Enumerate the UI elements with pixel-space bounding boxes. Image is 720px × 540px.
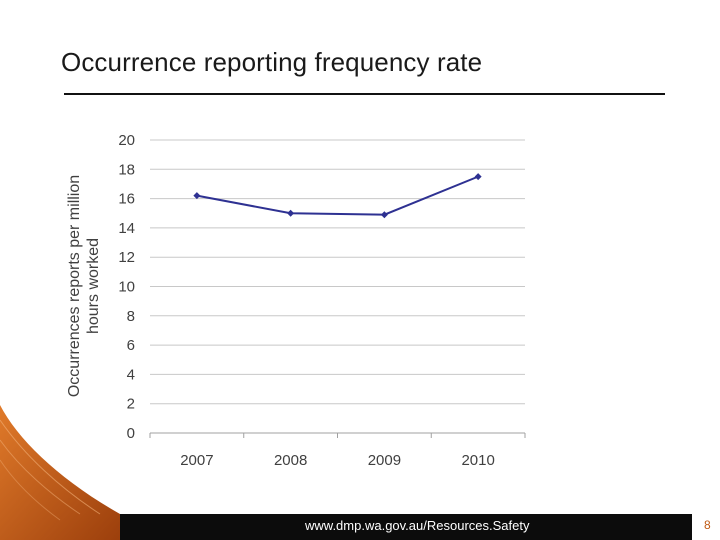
x-tick-label: 2007 — [180, 452, 213, 469]
y-tick-label: 18 — [118, 161, 135, 178]
data-point — [193, 192, 201, 200]
data-point — [380, 211, 388, 219]
y-tick-label: 0 — [127, 425, 135, 442]
y-tick-labels: 0 2 4 6 8 10 12 14 16 18 20 — [118, 132, 135, 442]
data-point — [287, 209, 295, 217]
series — [193, 173, 482, 219]
x-tick-labels: 2007 2008 2009 2010 — [180, 452, 495, 469]
y-tick-label: 20 — [118, 132, 135, 149]
x-tick-label: 2009 — [368, 452, 401, 469]
page-number: 8 — [704, 518, 711, 532]
gridlines — [150, 139, 525, 405]
slide-title: Occurrence reporting frequency rate — [61, 47, 483, 77]
x-tick-label: 2008 — [274, 452, 307, 469]
y-tick-label: 14 — [118, 220, 135, 237]
footer-url[interactable]: www.dmp.wa.gov.au/Resources.Safety — [305, 518, 530, 533]
y-axis-label: Occurrences reports per million hours wor… — [66, 175, 102, 397]
footer-bar — [120, 514, 692, 540]
data-point — [474, 173, 482, 181]
series-line — [196, 175, 479, 216]
y-tick-label: 4 — [127, 366, 135, 383]
y-tick-label: 2 — [127, 396, 135, 413]
y-tick-label: 12 — [118, 249, 135, 266]
title-divider — [64, 93, 665, 95]
y-tick-label: 10 — [118, 279, 135, 296]
x-tick-label: 2010 — [461, 452, 494, 469]
y-tick-label: 8 — [127, 308, 135, 325]
y-tick-label: 6 — [127, 337, 135, 354]
x-axis — [149, 432, 526, 438]
y-tick-label: 16 — [118, 191, 135, 208]
